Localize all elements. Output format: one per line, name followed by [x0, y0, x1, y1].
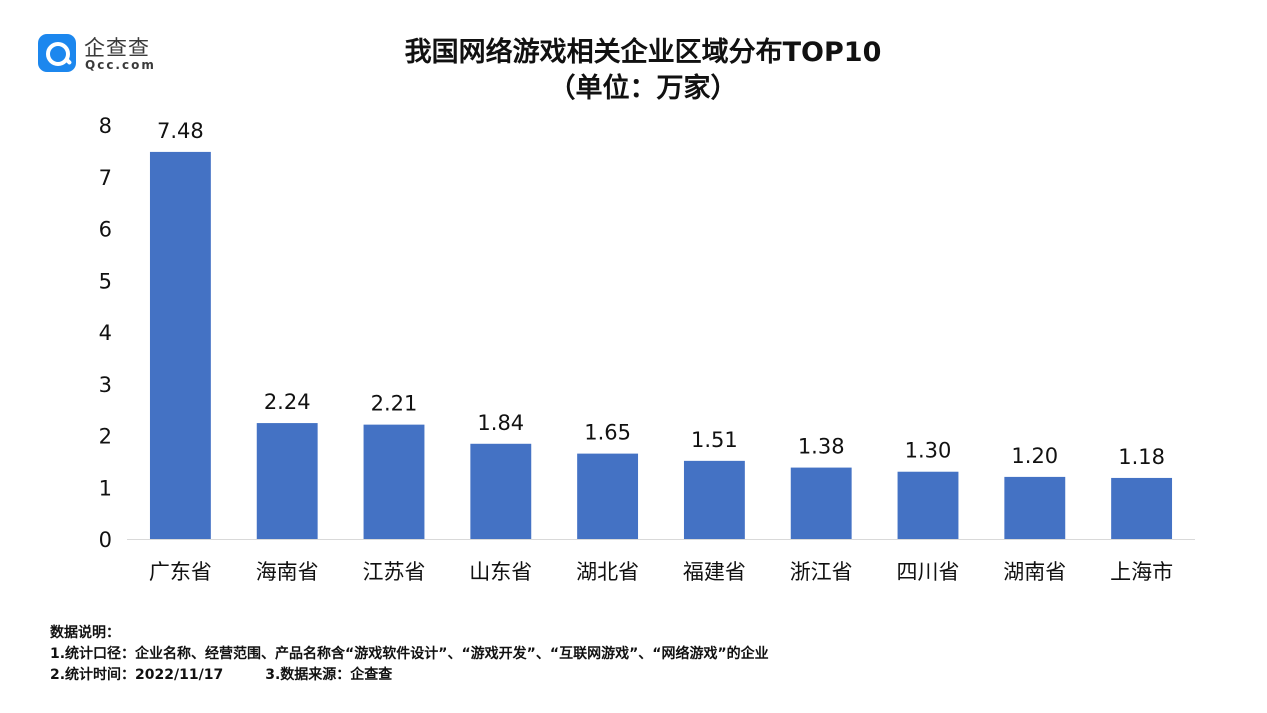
x-tick-label: 湖南省 [1003, 560, 1066, 584]
bar [363, 424, 425, 539]
data-notes: 数据说明： 1.统计口径：企业名称、经营范围、产品名称含“游戏软件设计”、“游戏… [50, 623, 769, 686]
x-tick-label: 海南省 [256, 560, 319, 584]
notes-source: 3.数据来源：企查查 [265, 667, 393, 683]
logo-domain: Qcc.com [85, 58, 156, 72]
data-label: 2.21 [371, 392, 418, 416]
chart-title: 我国网络游戏相关企业区域分布TOP10 [404, 37, 882, 68]
data-label: 1.65 [584, 421, 631, 445]
notes-time-source: 2.统计时间：2022/11/17 3.数据来源：企查查 [50, 665, 769, 686]
data-label: 1.51 [691, 428, 738, 452]
data-label: 1.18 [1118, 445, 1165, 469]
qcc-magnifier-icon [38, 34, 76, 72]
data-label: 1.84 [477, 411, 524, 435]
y-tick-label: 8 [99, 114, 112, 138]
notes-time: 2.统计时间：2022/11/17 [50, 667, 224, 683]
bar [256, 423, 318, 539]
data-label: 2.24 [264, 390, 311, 414]
notes-scope: 1.统计口径：企业名称、经营范围、产品名称含“游戏软件设计”、“游戏开发”、“互… [50, 646, 769, 662]
x-tick-label: 浙江省 [790, 560, 853, 584]
y-tick-label: 7 [99, 166, 112, 190]
chart-unit-subtitle: （单位：万家） [548, 73, 738, 104]
y-tick-label: 5 [99, 269, 112, 293]
y-tick-label: 1 [99, 476, 112, 500]
bar [1004, 476, 1066, 539]
bar [470, 443, 532, 539]
bar [683, 460, 745, 539]
x-tick-label: 福建省 [683, 560, 746, 584]
qcc-logo: 企查查 Qcc.com [38, 32, 178, 74]
notes-heading: 数据说明： [50, 625, 120, 641]
bar [149, 151, 211, 539]
y-tick-label: 0 [99, 528, 112, 552]
x-tick-label: 四川省 [897, 560, 960, 584]
x-tick-label: 广东省 [149, 560, 212, 584]
x-tick-label: 江苏省 [363, 560, 426, 584]
y-tick-label: 4 [99, 321, 112, 345]
bar [790, 467, 852, 539]
x-tick-label: 山东省 [469, 560, 532, 584]
bar [577, 453, 639, 539]
logo-name: 企查查 [84, 36, 150, 60]
bar [1111, 477, 1173, 539]
y-tick-label: 3 [99, 373, 112, 397]
x-tick-label: 上海市 [1110, 560, 1173, 584]
data-label: 1.30 [905, 439, 952, 463]
data-label: 7.48 [157, 119, 204, 143]
bar [897, 471, 959, 539]
data-label: 1.38 [798, 435, 845, 459]
data-label: 1.20 [1011, 444, 1058, 468]
x-tick-label: 湖北省 [576, 560, 639, 584]
y-tick-label: 2 [99, 425, 112, 449]
y-tick-label: 6 [99, 218, 112, 242]
